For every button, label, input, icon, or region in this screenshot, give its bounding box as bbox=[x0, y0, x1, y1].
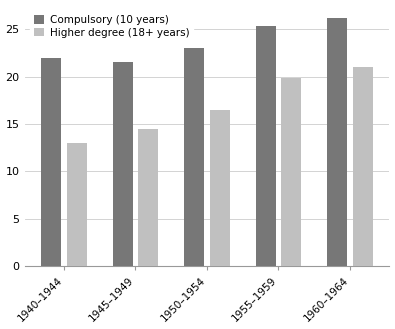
Bar bbox=[41, 58, 61, 266]
Bar bbox=[353, 67, 373, 266]
Bar bbox=[113, 63, 133, 266]
Bar bbox=[327, 18, 347, 266]
Bar bbox=[67, 143, 87, 266]
Bar bbox=[184, 48, 204, 266]
Bar bbox=[281, 78, 301, 266]
Bar bbox=[138, 129, 158, 266]
Bar bbox=[256, 26, 276, 266]
Legend: Compulsory (10 years), Higher degree (18+ years): Compulsory (10 years), Higher degree (18… bbox=[30, 11, 193, 42]
Bar bbox=[210, 110, 230, 266]
